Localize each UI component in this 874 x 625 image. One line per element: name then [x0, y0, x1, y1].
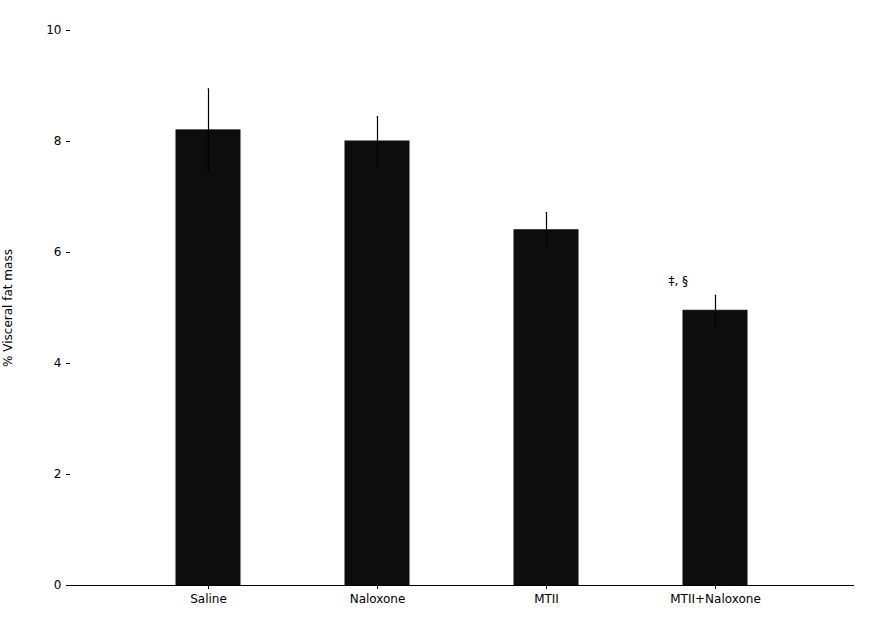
- svg-text:6: 6: [54, 245, 62, 259]
- svg-text:‡, §: ‡, §: [668, 274, 688, 288]
- svg-text:Naloxone: Naloxone: [350, 592, 406, 606]
- svg-text:% Visceral fat mass: % Visceral fat mass: [1, 249, 15, 367]
- svg-text:8: 8: [54, 134, 62, 148]
- svg-text:10: 10: [46, 23, 61, 37]
- svg-text:4: 4: [54, 356, 62, 370]
- svg-text:MTII: MTII: [534, 592, 559, 606]
- svg-text:MTII+Naloxone: MTII+Naloxone: [670, 592, 761, 606]
- svg-text:Saline: Saline: [190, 592, 227, 606]
- svg-text:0: 0: [54, 578, 62, 592]
- svg-text:2: 2: [54, 467, 62, 481]
